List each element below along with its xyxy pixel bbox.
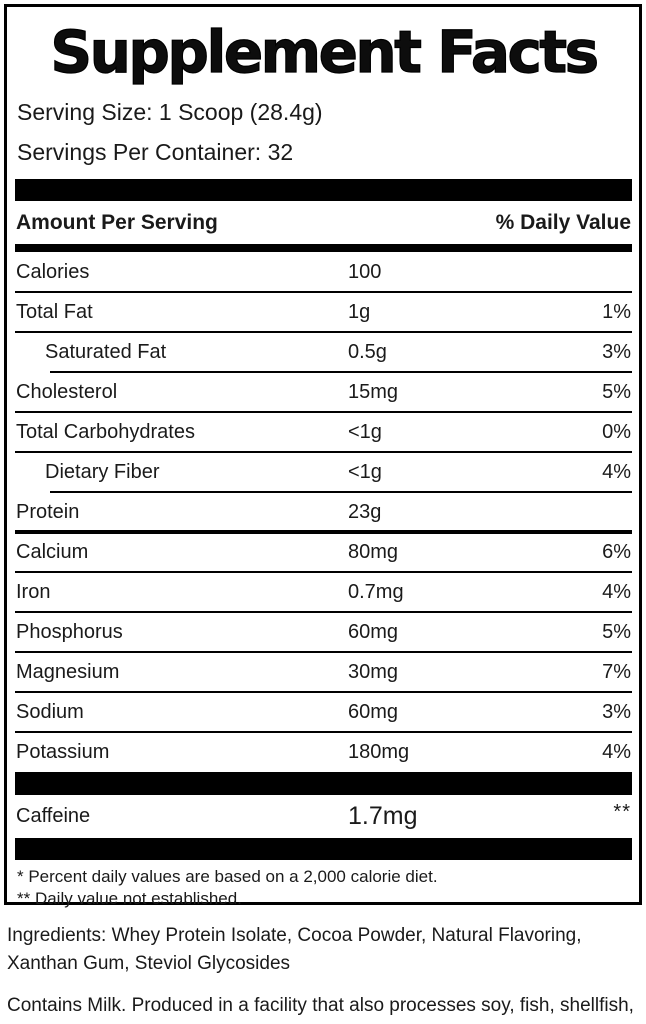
table-row-calcium: Calcium 80mg 6% (15, 532, 632, 573)
nutrient-amount: 0.5g (348, 340, 387, 363)
nutrient-amount: 100 (348, 260, 382, 283)
divider-bar-footnote (15, 838, 632, 860)
table-row-sodium: Sodium 60mg 3% (15, 692, 632, 733)
nutrient-name: Protein (16, 500, 80, 523)
ingredients-text: Ingredients: Whey Protein Isolate, Cocoa… (7, 925, 582, 974)
nutrient-name: Phosphorus (16, 620, 123, 643)
nutrient-table: Calories 100 Total Fat 1g 1% Saturated F… (15, 252, 632, 772)
nutrient-name: Sodium (16, 700, 84, 723)
nutrient-amount: 180mg (348, 740, 410, 763)
nutrient-daily-value: ** (613, 801, 631, 823)
amount-per-serving-header: Amount Per Serving (16, 210, 218, 234)
nutrient-amount: 80mg (348, 540, 399, 563)
nutrient-daily-value: 4% (602, 580, 631, 603)
nutrient-amount: 0.7mg (348, 580, 404, 603)
nutrient-daily-value: 7% (602, 660, 631, 683)
table-row-potassium: Potassium 180mg 4% (15, 732, 632, 772)
divider-bar-caffeine-top (15, 772, 632, 795)
nutrient-name: Caffeine (16, 805, 91, 827)
serving-size: Serving Size: 1 Scoop (28.4g) (17, 99, 323, 125)
nutrient-name: Magnesium (16, 660, 120, 683)
nutrient-daily-value: 4% (602, 460, 631, 483)
nutrient-amount: 30mg (348, 660, 399, 683)
table-row-total-carbohydrates: Total Carbohydrates <1g 0% (15, 412, 632, 453)
panel-title: Supplement Facts (50, 17, 600, 86)
table-row-calories: Calories 100 (15, 252, 632, 293)
nutrient-name: Potassium (16, 740, 110, 763)
table-row-protein: Protein 23g (15, 492, 632, 534)
nutrient-daily-value: 0% (602, 420, 631, 443)
nutrient-name: Calories (16, 260, 90, 283)
nutrient-amount: 1g (348, 300, 371, 323)
footnote-not-established: ** Daily value not established. (17, 889, 242, 908)
nutrient-daily-value: 3% (602, 700, 631, 723)
table-row-iron: Iron 0.7mg 4% (15, 572, 632, 613)
column-header: Amount Per Serving % Daily Value (15, 201, 632, 244)
nutrient-daily-value: 5% (602, 620, 631, 643)
nutrient-daily-value: 6% (602, 540, 631, 563)
nutrient-name: Calcium (16, 540, 89, 563)
footnote-daily-values: * Percent daily values are based on a 2,… (17, 867, 438, 886)
nutrient-amount: 60mg (348, 700, 399, 723)
nutrient-name: Cholesterol (16, 380, 118, 403)
nutrient-daily-value: 4% (602, 740, 631, 763)
nutrient-daily-value: 1% (602, 300, 631, 323)
table-row-caffeine: Caffeine 1.7mg ** (15, 795, 632, 838)
nutrient-name: Saturated Fat (45, 340, 167, 363)
nutrient-daily-value: 3% (602, 340, 631, 363)
nutrient-amount: 15mg (348, 380, 399, 403)
supplement-facts-panel: Supplement Facts Serving Size: 1 Scoop (… (4, 4, 642, 908)
nutrient-amount: 1.7mg (348, 802, 418, 830)
nutrient-name: Dietary Fiber (45, 460, 160, 483)
nutrient-amount: 60mg (348, 620, 399, 643)
table-row-total-fat: Total Fat 1g 1% (15, 292, 632, 333)
nutrient-amount: <1g (348, 420, 382, 443)
table-row-saturated-fat: Saturated Fat 0.5g 3% (15, 332, 632, 373)
daily-value-header: % Daily Value (495, 210, 631, 234)
divider-bar-header (15, 244, 632, 252)
footnotes: * Percent daily values are based on a 2,… (15, 866, 632, 910)
nutrient-name: Iron (16, 580, 51, 603)
table-row-phosphorus: Phosphorus 60mg 5% (15, 612, 632, 653)
servings-per-container: Servings Per Container: 32 (17, 139, 294, 165)
nutrient-name: Total Fat (16, 300, 93, 323)
nutrient-daily-value: 5% (602, 380, 631, 403)
table-row-dietary-fiber: Dietary Fiber <1g 4% (15, 452, 632, 493)
nutrient-amount: <1g (348, 460, 382, 483)
divider-bar-top (15, 179, 632, 201)
table-row-magnesium: Magnesium 30mg 7% (15, 652, 632, 693)
table-row-cholesterol: Cholesterol 15mg 5% (15, 372, 632, 413)
nutrient-name: Total Carbohydrates (16, 420, 195, 443)
allergen-text: Contains Milk. Produced in a facility th… (7, 995, 634, 1024)
nutrient-amount: 23g (348, 500, 382, 523)
